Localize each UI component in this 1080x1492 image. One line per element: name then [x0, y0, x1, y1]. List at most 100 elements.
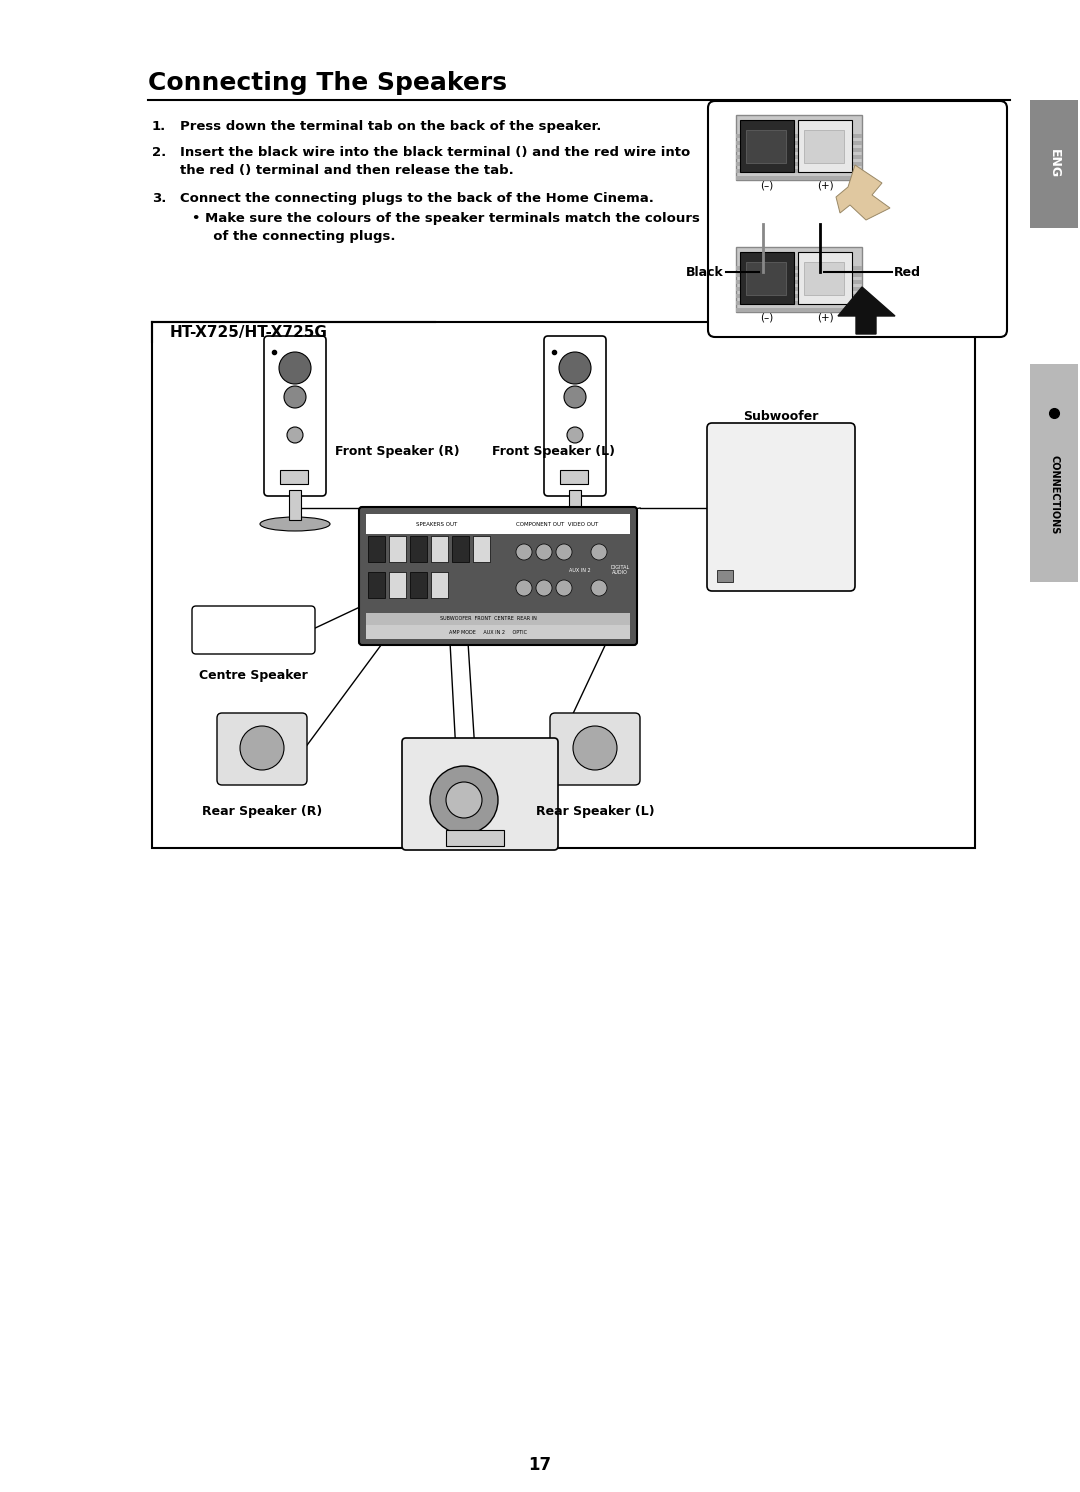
Text: Insert the black wire into the black terminal () and the red wire into: Insert the black wire into the black ter…: [180, 146, 690, 160]
Bar: [735, 248, 862, 312]
Bar: [152, 322, 975, 847]
Bar: [1030, 100, 1078, 228]
Bar: [740, 119, 794, 172]
Text: 17: 17: [528, 1456, 552, 1474]
Bar: [735, 134, 862, 137]
Bar: [389, 571, 406, 598]
Bar: [735, 280, 862, 283]
Circle shape: [573, 727, 617, 770]
Bar: [735, 142, 862, 145]
Bar: [1030, 364, 1078, 582]
Text: Red: Red: [894, 266, 921, 279]
Circle shape: [446, 782, 482, 818]
Text: ENG: ENG: [1048, 149, 1061, 179]
Bar: [289, 489, 301, 521]
Text: • Make sure the colours of the speaker terminals match the colours: • Make sure the colours of the speaker t…: [192, 212, 700, 225]
Bar: [735, 163, 862, 166]
Bar: [735, 286, 862, 291]
Text: Press down the terminal tab on the back of the speaker.: Press down the terminal tab on the back …: [180, 119, 602, 133]
Bar: [561, 470, 588, 483]
Text: DIGITAL
AUDIO: DIGITAL AUDIO: [610, 564, 630, 576]
FancyBboxPatch shape: [264, 336, 326, 495]
Circle shape: [559, 352, 591, 383]
Text: (–): (–): [760, 312, 773, 322]
Bar: [569, 489, 581, 521]
Bar: [280, 470, 308, 483]
Bar: [735, 294, 862, 298]
Bar: [446, 830, 504, 846]
Text: AUX IN 2: AUX IN 2: [569, 567, 591, 573]
Text: 3.: 3.: [152, 192, 166, 204]
Text: 2.: 2.: [152, 146, 166, 160]
Circle shape: [556, 580, 572, 595]
Bar: [473, 536, 490, 562]
Text: of the connecting plugs.: of the connecting plugs.: [204, 230, 395, 243]
Bar: [735, 176, 862, 181]
FancyBboxPatch shape: [192, 606, 315, 653]
Text: the red () terminal and then release the tab.: the red () terminal and then release the…: [180, 164, 514, 178]
FancyBboxPatch shape: [708, 101, 1007, 337]
Bar: [410, 571, 427, 598]
Bar: [368, 571, 384, 598]
Bar: [389, 536, 406, 562]
Circle shape: [567, 427, 583, 443]
Bar: [735, 307, 862, 312]
FancyBboxPatch shape: [707, 424, 855, 591]
Bar: [735, 266, 862, 270]
Bar: [804, 263, 843, 295]
Text: CONNECTIONS: CONNECTIONS: [1049, 455, 1059, 534]
Circle shape: [591, 545, 607, 560]
Circle shape: [564, 386, 586, 407]
Bar: [804, 130, 843, 163]
Circle shape: [279, 352, 311, 383]
Bar: [368, 536, 384, 562]
FancyBboxPatch shape: [544, 336, 606, 495]
Circle shape: [516, 545, 532, 560]
Circle shape: [240, 727, 284, 770]
Polygon shape: [838, 286, 895, 334]
Bar: [717, 570, 733, 582]
FancyBboxPatch shape: [402, 739, 558, 850]
Circle shape: [430, 765, 498, 834]
Circle shape: [284, 386, 306, 407]
Bar: [740, 252, 794, 304]
Bar: [735, 115, 862, 181]
Circle shape: [536, 545, 552, 560]
Text: (+): (+): [816, 312, 834, 322]
Text: Rear Speaker (L): Rear Speaker (L): [536, 806, 654, 819]
Bar: [746, 130, 786, 163]
Text: (–): (–): [760, 181, 773, 189]
Text: 1.: 1.: [152, 119, 166, 133]
Polygon shape: [836, 166, 890, 219]
Text: Rear Speaker (R): Rear Speaker (R): [202, 806, 322, 819]
Text: Centre Speaker: Centre Speaker: [199, 668, 308, 682]
Bar: [431, 571, 448, 598]
Ellipse shape: [540, 518, 610, 531]
Text: COMPONENT OUT  VIDEO OUT: COMPONENT OUT VIDEO OUT: [516, 522, 598, 528]
Text: Black: Black: [686, 266, 724, 279]
Bar: [735, 301, 862, 304]
Circle shape: [591, 580, 607, 595]
Circle shape: [516, 580, 532, 595]
Bar: [735, 155, 862, 160]
Text: SPEAKERS OUT: SPEAKERS OUT: [417, 522, 458, 528]
Text: SUBWOOFER  FRONT  CENTRE  REAR IN: SUBWOOFER FRONT CENTRE REAR IN: [440, 616, 537, 622]
Bar: [735, 169, 862, 173]
Text: AMP MODE     AUX IN 2     OPTIC: AMP MODE AUX IN 2 OPTIC: [449, 630, 527, 634]
FancyBboxPatch shape: [359, 507, 637, 645]
Circle shape: [536, 580, 552, 595]
Text: Connecting The Speakers: Connecting The Speakers: [148, 72, 507, 95]
Bar: [798, 252, 852, 304]
FancyBboxPatch shape: [217, 713, 307, 785]
Ellipse shape: [260, 518, 330, 531]
Circle shape: [287, 427, 303, 443]
Bar: [798, 119, 852, 172]
Bar: [366, 613, 630, 625]
Bar: [431, 536, 448, 562]
Circle shape: [556, 545, 572, 560]
Text: Front Speaker (L): Front Speaker (L): [492, 446, 615, 458]
Text: Subwoofer: Subwoofer: [743, 409, 819, 422]
FancyBboxPatch shape: [550, 713, 640, 785]
Bar: [410, 536, 427, 562]
Text: Front Speaker (R): Front Speaker (R): [335, 446, 460, 458]
